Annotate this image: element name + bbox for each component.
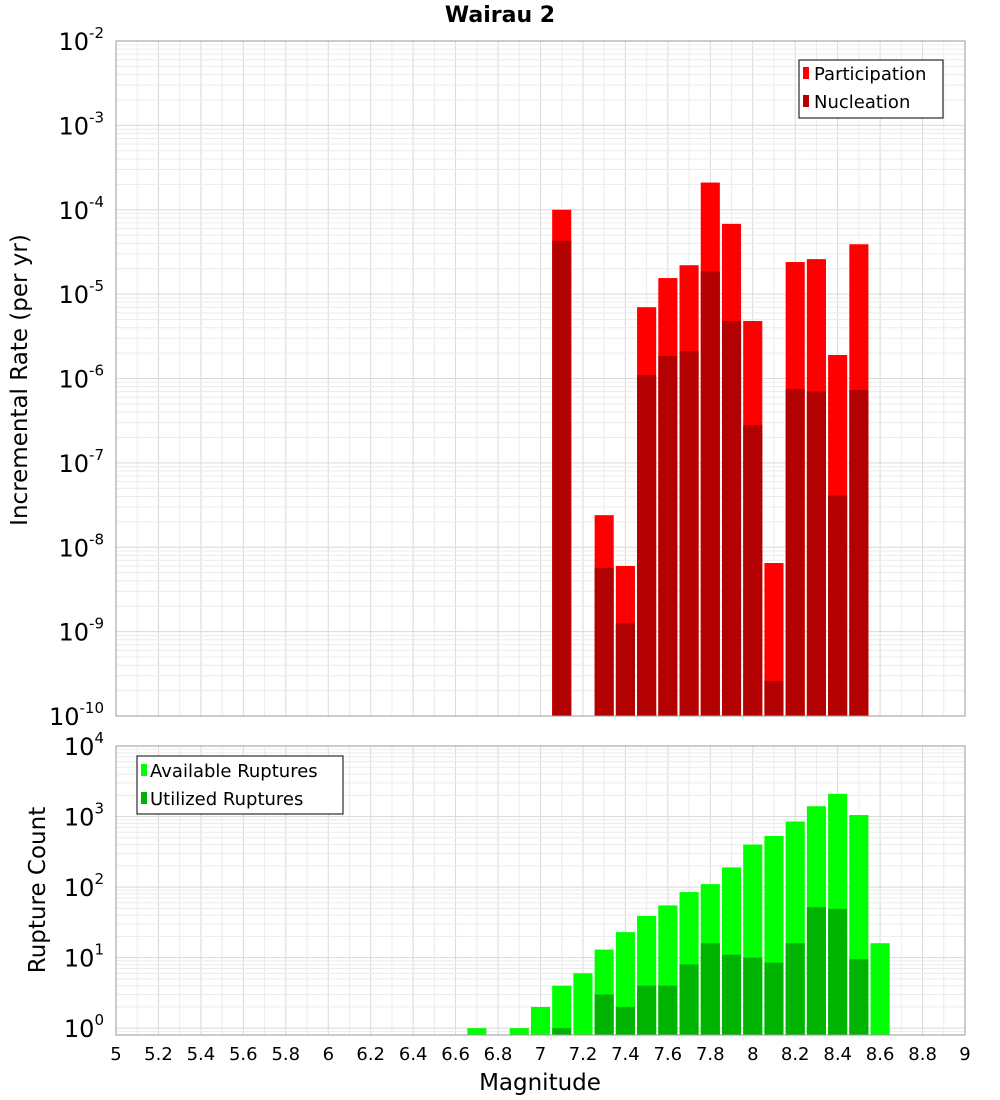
- legend-swatch-available-ruptures: [141, 764, 147, 776]
- x-tick-label: 5: [110, 1044, 121, 1065]
- x-tick-label: 5.4: [187, 1044, 216, 1065]
- x-tick-label: 9: [959, 1044, 970, 1065]
- top-legend-box: [798, 59, 944, 119]
- y-tick-label: 102: [64, 870, 104, 902]
- bottom-legend: Available Ruptures Utilized Ruptures: [136, 755, 344, 815]
- bottom-bar-utilized-ruptures: [806, 907, 826, 1035]
- bottom-bar-utilized-ruptures: [849, 959, 869, 1035]
- legend-label-utilized-ruptures: Utilized Ruptures: [150, 789, 303, 810]
- y-tick-label: 10-6: [58, 362, 104, 394]
- x-tick-label: 7: [535, 1044, 546, 1065]
- y-tick-label: 103: [64, 800, 104, 832]
- legend-swatch-participation: [803, 67, 809, 79]
- legend-swatch-utilized-ruptures: [141, 792, 147, 804]
- top-bar-nucleation: [658, 355, 678, 716]
- bottom-bar-utilized-ruptures: [552, 1028, 572, 1035]
- y-tick-label: 100: [64, 1011, 104, 1043]
- x-tick-label: 8.6: [866, 1044, 895, 1065]
- x-tick-label: 6: [323, 1044, 334, 1065]
- top-legend: Participation Nucleation: [798, 59, 944, 119]
- bottom-legend-box: [136, 755, 344, 815]
- bottom-bar-utilized-ruptures: [721, 954, 742, 1035]
- top-y-tick-labels: 10-10 10-9 10-8 10-7 10-6 10-5 10-4 10-3 10-2: [49, 24, 104, 731]
- x-tick-label: 5.2: [144, 1044, 173, 1065]
- x-tick-label: 6.2: [356, 1044, 385, 1065]
- bottom-y-tick-labels: 100 101 102 103 104: [64, 729, 104, 1043]
- top-bar-nucleation: [594, 567, 614, 716]
- top-bar-nucleation: [806, 391, 826, 716]
- top-bar-nucleation: [785, 389, 805, 716]
- bottom-bar-utilized-ruptures: [637, 985, 657, 1035]
- bottom-bar-utilized-ruptures: [764, 962, 784, 1035]
- x-tick-label: 5.8: [271, 1044, 300, 1065]
- y-tick-label: 10-10: [49, 699, 104, 731]
- x-tick-label: 6.6: [441, 1044, 470, 1065]
- bottom-bar-utilized-ruptures: [615, 1006, 635, 1035]
- y-tick-label: 10-3: [58, 108, 104, 140]
- x-tick-label: 6.4: [399, 1044, 428, 1065]
- top-bar-nucleation: [679, 351, 699, 716]
- bottom-bar-available-ruptures: [467, 1028, 487, 1035]
- bottom-bar-utilized-ruptures: [658, 985, 678, 1035]
- bottom-bar-available-ruptures: [552, 985, 572, 1035]
- top-bar-nucleation: [849, 390, 869, 716]
- x-tick-label: 8.8: [908, 1044, 937, 1065]
- x-tick-labels: 5 5.2 5.4 5.6 5.8 6 6.2 6.4 6.6 6.8 7 7.2 7.4 7.6 7.8 8…: [110, 1044, 970, 1065]
- bottom-bar-utilized-ruptures: [700, 943, 720, 1035]
- top-bar-nucleation: [743, 425, 763, 716]
- bottom-bar-available-ruptures: [509, 1028, 529, 1035]
- bottom-plot-bars: [467, 793, 890, 1035]
- bottom-bar-available-ruptures: [573, 973, 593, 1035]
- bottom-bar-utilized-ruptures: [679, 964, 699, 1035]
- bottom-bar-utilized-ruptures: [594, 994, 614, 1035]
- x-tick-label: 5.6: [229, 1044, 258, 1065]
- bottom-bar-utilized-ruptures: [785, 943, 805, 1035]
- top-bar-participation: [764, 563, 784, 716]
- y-tick-label: 104: [64, 729, 104, 761]
- y-tick-label: 10-8: [58, 530, 104, 562]
- legend-label-available-ruptures: Available Ruptures: [150, 761, 318, 782]
- top-plot-bars: [552, 182, 869, 716]
- x-tick-label: 7.8: [696, 1044, 725, 1065]
- top-bar-nucleation: [828, 495, 848, 716]
- top-bar-nucleation: [721, 321, 742, 716]
- top-bar-nucleation: [552, 240, 572, 716]
- bottom-bar-available-ruptures: [530, 1006, 551, 1035]
- y-tick-label: 10-4: [58, 193, 104, 225]
- legend-label-participation: Participation: [814, 64, 926, 85]
- legend-label-nucleation: Nucleation: [814, 92, 910, 113]
- top-bar-nucleation: [637, 375, 657, 716]
- x-tick-label: 8.4: [823, 1044, 852, 1065]
- x-tick-label: 6.8: [484, 1044, 513, 1065]
- bottom-plot-frame: [115, 745, 966, 1036]
- x-tick-label: 8.2: [781, 1044, 810, 1065]
- x-tick-label: 7.2: [569, 1044, 598, 1065]
- bottom-bar-utilized-ruptures: [743, 957, 763, 1035]
- bottom-bar-utilized-ruptures: [828, 908, 848, 1035]
- top-bar-nucleation: [615, 623, 635, 716]
- y-tick-label: 10-7: [58, 446, 104, 478]
- x-tick-label: 7.4: [611, 1044, 640, 1065]
- bottom-y-axis-label: Rupture Count: [25, 807, 51, 973]
- top-bar-nucleation: [700, 271, 720, 716]
- y-tick-label: 101: [64, 941, 104, 973]
- legend-swatch-nucleation: [803, 95, 809, 107]
- chart-title: Wairau 2: [445, 3, 555, 28]
- y-tick-label: 10-2: [58, 24, 104, 56]
- x-axis-label: Magnitude: [479, 1070, 601, 1096]
- top-bar-nucleation: [764, 680, 784, 716]
- top-plot-frame: [115, 40, 966, 717]
- bottom-bar-available-ruptures: [870, 943, 890, 1035]
- x-tick-label: 8: [747, 1044, 758, 1065]
- x-tick-label: 7.6: [653, 1044, 682, 1065]
- top-y-axis-label: Incremental Rate (per yr): [7, 234, 33, 526]
- y-tick-label: 10-5: [58, 277, 104, 309]
- y-tick-label: 10-9: [58, 615, 104, 647]
